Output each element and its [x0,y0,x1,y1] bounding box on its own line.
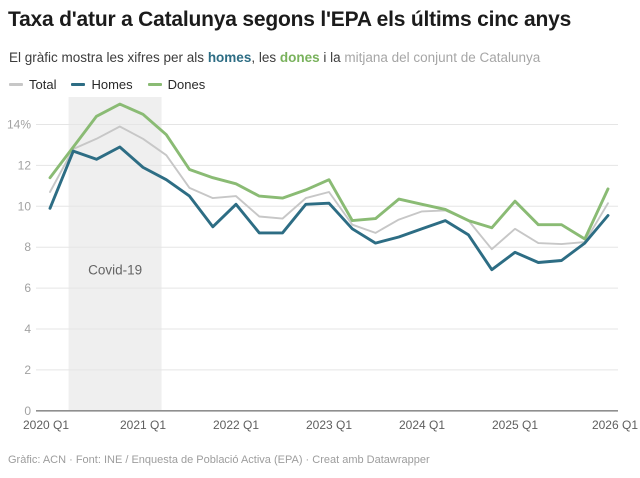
legend-dash-icon [147,83,162,86]
legend-item-homes: Homes [71,77,133,92]
chart-subtitle: El gràfic mostra les xifres per als home… [9,50,634,67]
subtitle-part-plain: El gràfic mostra les xifres per als [9,50,208,65]
subtitle-part-dones: dones [279,50,320,65]
subtitle-part-plain: , les [251,50,280,65]
legend-item-dones: Dones [147,77,206,92]
legend-label: Homes [91,77,133,92]
x-axis-tick-label: 2025 Q1 [492,418,538,432]
legend-label: Total [29,77,57,92]
subtitle-part-plain: i la [319,50,345,65]
y-axis-tick-label: 4 [24,322,31,336]
chart-title: Taxa d'atur a Catalunya segons l'EPA els… [8,8,572,31]
y-axis-tick-label: 10 [18,199,32,213]
chart-footer: Gràfic: ACN · Font: INE / Enquesta de Po… [8,454,430,466]
series-line-homes [48,145,610,272]
legend: Total Homes Dones [9,77,205,92]
series-line-dones [48,102,610,241]
x-axis-tick-label: 2023 Q1 [306,418,352,432]
x-axis-tick-label: 2024 Q1 [399,418,445,432]
y-axis-tick-label: 0 [24,404,31,418]
subtitle-part-muted: mitjana del conjunt de Catalunya [344,50,541,65]
x-axis-tick-label: 2022 Q1 [213,418,259,432]
y-axis-tick-label: 2 [24,363,31,377]
legend-dash-icon [71,83,86,86]
covid-label: Covid-19 [88,263,142,278]
x-axis-tick-label: 2020 Q1 [23,418,69,432]
y-axis-tick-label: 8 [24,240,31,254]
legend-item-total: Total [9,77,56,92]
x-axis-tick-label: 2026 Q1 [592,418,638,432]
y-axis-tick-label: 12 [18,158,32,172]
y-axis-tick-label: 6 [24,281,31,295]
y-axis-tick-label: 14% [7,118,31,132]
legend-dash-icon [9,83,23,86]
series-line-total [49,125,609,251]
subtitle-part-homes: homes [207,50,252,65]
x-axis-tick-label: 2021 Q1 [120,418,166,432]
legend-label: Dones [167,77,206,92]
